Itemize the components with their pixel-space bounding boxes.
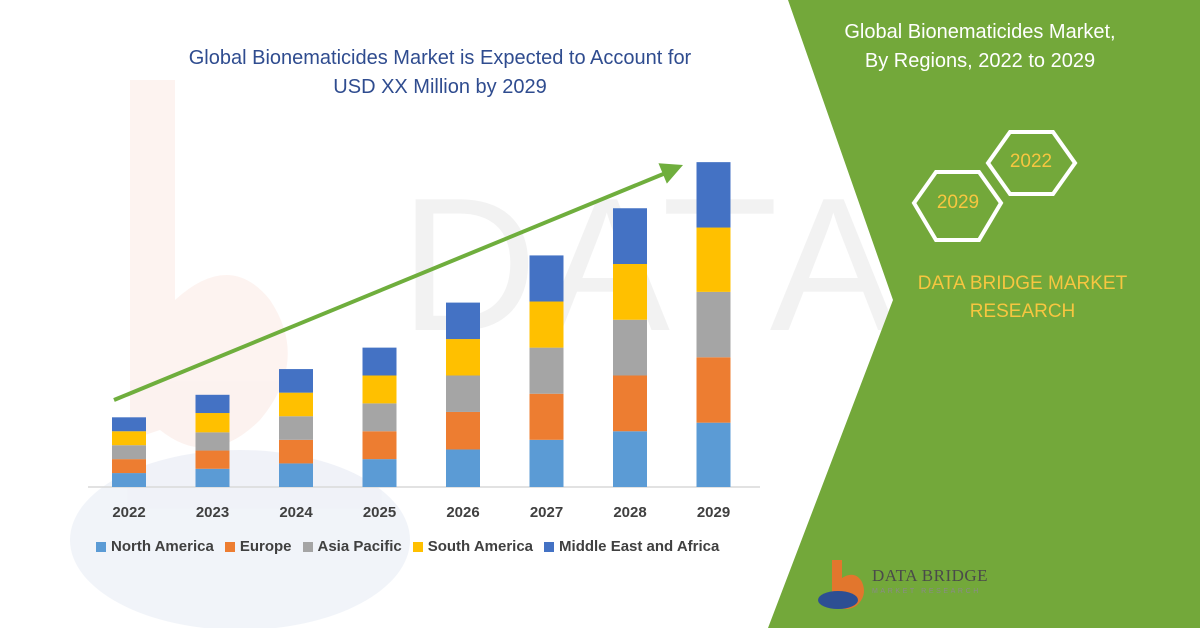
legend-label: Europe (239, 538, 292, 555)
bars-group (112, 162, 731, 487)
bar-2029-series-2 (696, 291, 731, 358)
x-tick-label-2025: 2025 (363, 504, 396, 521)
chart-title-line2: USD XX Million by 2029 (333, 76, 547, 98)
hexagon-2022 (985, 130, 1078, 196)
bar-2024-series-1 (279, 439, 313, 464)
trend-line (113, 168, 674, 402)
bar-2022-series-3 (112, 431, 146, 446)
hexagon-2029 (911, 170, 1004, 242)
bar-2023-series-2 (195, 432, 230, 451)
bar-2022-series-1 (112, 459, 146, 474)
logo-name: DATA BRIDGE (872, 566, 989, 585)
legend-label: North America (111, 538, 214, 555)
x-tick-label-2026: 2026 (446, 504, 479, 521)
bar-2028-series-4 (613, 208, 647, 264)
legend-label: Middle East and Africa (559, 538, 720, 555)
chart-title-line1: Global Bionematicides Market is Expected… (188, 47, 692, 69)
bar-2023-series-1 (195, 450, 230, 469)
bar-2029-series-3 (696, 227, 731, 292)
bar-2027-series-4 (529, 255, 564, 302)
legend-label: South America (427, 538, 534, 555)
bar-2028-series-2 (613, 319, 647, 376)
legend-item-3: South America (412, 538, 534, 555)
bar-2025-series-2 (362, 403, 397, 432)
legend-swatch (544, 541, 555, 552)
legend-item-0: North America (96, 538, 214, 555)
brand-text: DATA BRIDGE MARKET RESEARCH (880, 270, 1165, 326)
legend: North America Europe Asia Pacific South Ame… (96, 538, 719, 555)
bar-2023-series-0 (195, 468, 230, 487)
bar-2027-series-1 (529, 393, 564, 440)
side-panel (768, 0, 1200, 628)
x-tick-label-2029: 2029 (697, 504, 730, 521)
hex-label-2022: 2022 (1009, 151, 1053, 172)
panel-title: Global Bionematicides Market, By Regions… (815, 18, 1145, 76)
bar-2025-series-4 (362, 347, 397, 376)
bar-2026-series-3 (446, 339, 480, 376)
bar-2026-series-1 (446, 411, 480, 450)
legend-swatch (302, 541, 313, 552)
legend-swatch (224, 541, 235, 552)
x-tick-label-2028: 2028 (613, 504, 646, 521)
legend-label: Asia Pacific (317, 538, 402, 555)
panel-title-line2: By Regions, 2022 to 2029 (864, 50, 1096, 72)
chart-title: Global Bionematicides Market is Expected… (150, 44, 730, 102)
hex-label-2029: 2029 (936, 192, 980, 213)
x-tick-labels: 2022 2023 2024 2025 2026 2027 2028 2029 (112, 504, 730, 521)
logo-tagline: MARKET RESEARCH (872, 588, 981, 595)
bar-2025-series-0 (362, 459, 397, 487)
bar-2026-series-2 (446, 375, 480, 412)
bar-2029-series-4 (696, 162, 731, 228)
bar-2027-series-2 (529, 347, 564, 394)
logo-icon (818, 560, 864, 609)
bar-2026-series-4 (446, 302, 480, 340)
brand-line1: DATA BRIDGE MARKET (917, 273, 1128, 294)
x-tick-label-2022: 2022 (112, 504, 145, 521)
bar-2028-series-1 (613, 375, 647, 432)
bar-2027-series-0 (529, 439, 564, 487)
bar-2025-series-1 (362, 431, 397, 460)
brand-line2: RESEARCH (969, 301, 1076, 322)
panel-title-line1: Global Bionematicides Market, (844, 21, 1116, 43)
trend-arrow (113, 163, 683, 402)
bar-2022-series-0 (112, 473, 146, 487)
x-tick-label-2024: 2024 (279, 504, 313, 521)
bar-2024-series-3 (279, 392, 313, 417)
x-tick-label-2023: 2023 (196, 504, 229, 521)
bar-2027-series-3 (529, 301, 564, 348)
bar-2028-series-3 (613, 263, 647, 320)
bar-2029-series-0 (696, 422, 731, 487)
legend-item-1: Europe (224, 538, 292, 555)
legend-swatch (96, 541, 106, 552)
legend-swatch (412, 541, 423, 552)
bar-2022-series-4 (112, 417, 146, 432)
bar-2028-series-0 (613, 431, 647, 487)
bar-2029-series-1 (696, 357, 731, 423)
legend-item-2: Asia Pacific (302, 538, 402, 555)
bar-2023-series-4 (195, 394, 230, 414)
trend-arrowhead (658, 163, 683, 184)
bar-2022-series-2 (112, 445, 146, 460)
legend-item-4: Middle East and Africa (544, 538, 719, 555)
bar-2024-series-0 (279, 463, 313, 487)
bar-2024-series-4 (279, 369, 313, 393)
bar-2024-series-2 (279, 416, 313, 440)
x-tick-label-2027: 2027 (530, 504, 563, 521)
bar-2026-series-0 (446, 449, 480, 487)
bar-2025-series-3 (362, 375, 397, 404)
bar-2023-series-3 (195, 413, 230, 433)
